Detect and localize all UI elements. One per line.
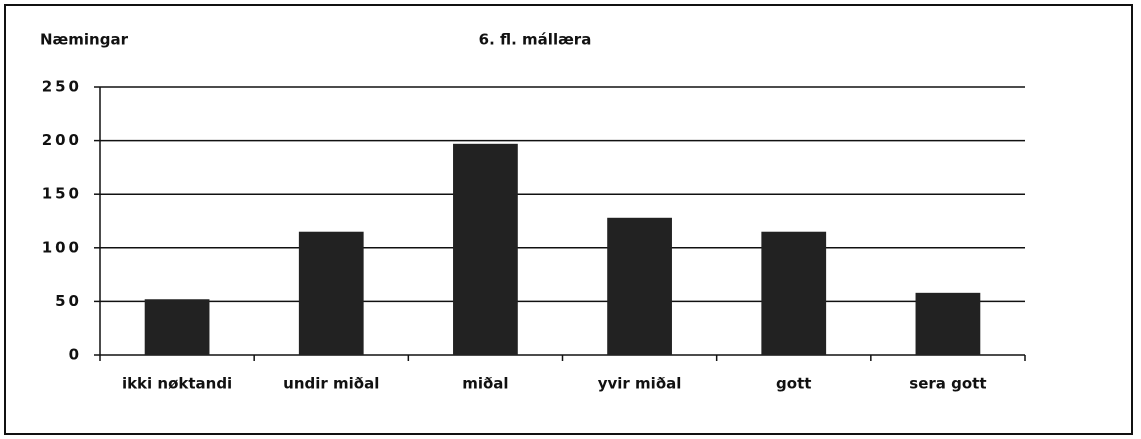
y-tick-label: 200	[42, 131, 82, 149]
x-tick-label: miðal	[462, 375, 508, 393]
y-tick-label: 100	[42, 238, 82, 256]
y-tick-label: 50	[55, 292, 82, 310]
bar	[761, 231, 827, 355]
x-tick-label: undir miðal	[283, 375, 379, 393]
x-tick-label: gott	[776, 375, 811, 393]
chart-frame	[4, 4, 1133, 435]
y-tick-label: 250	[42, 78, 82, 96]
bar	[453, 143, 518, 355]
y-tick-label: 150	[42, 185, 82, 203]
y-tick-label: 0	[69, 346, 82, 364]
chart-title: 6. fl. mállæra	[479, 31, 592, 49]
bar	[607, 217, 672, 355]
x-tick-label: sera gott	[909, 375, 986, 393]
y-axis-label: Næmingar	[40, 31, 129, 49]
bar	[144, 299, 210, 355]
bar	[298, 231, 364, 355]
bar	[915, 292, 981, 355]
x-tick-label: yvir miðal	[598, 375, 682, 393]
x-tick-label: ikki nøktandi	[122, 375, 232, 393]
